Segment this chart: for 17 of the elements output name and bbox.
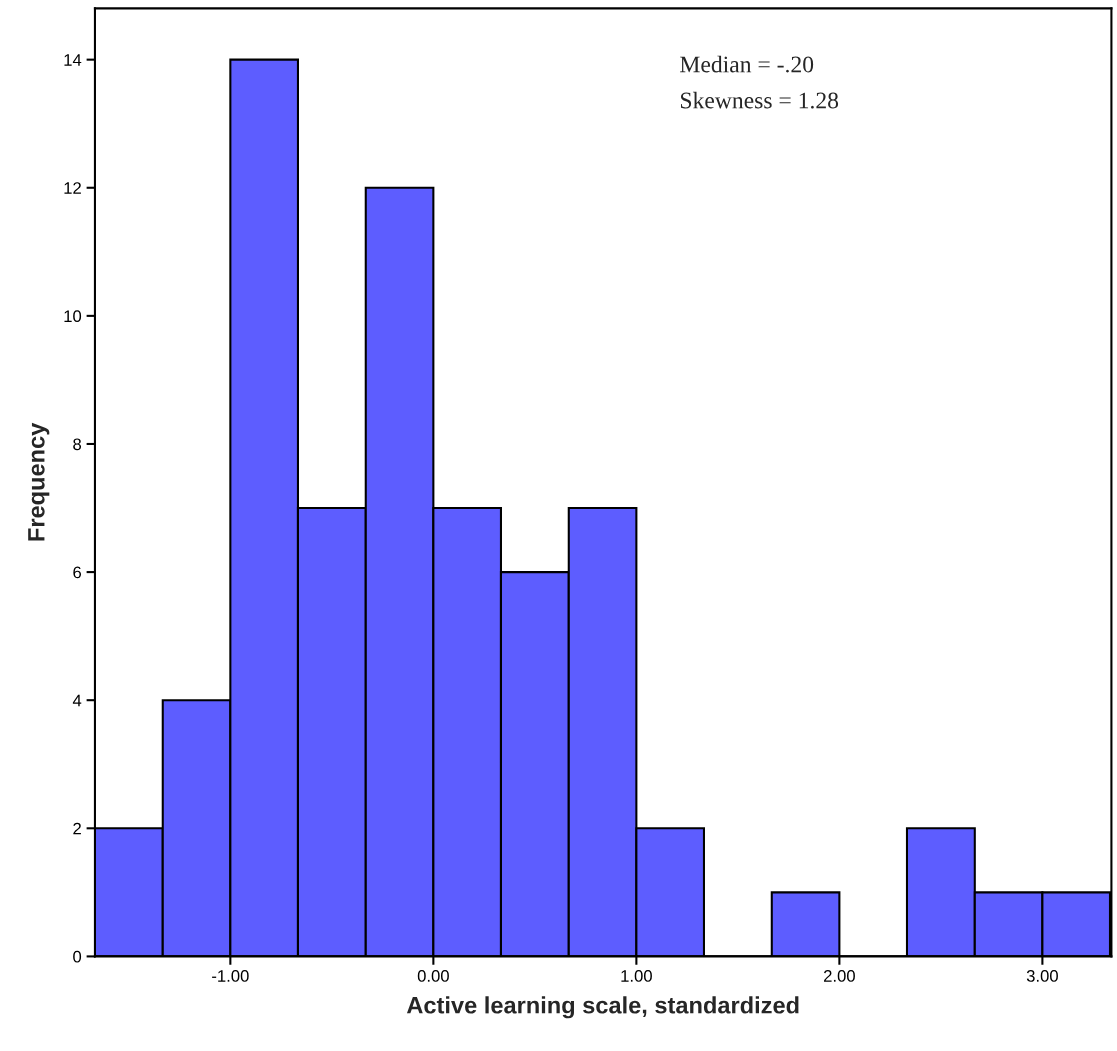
- y-tick-label: 12: [64, 182, 81, 194]
- annotation: Median = -.20: [680, 55, 814, 73]
- x-tick-label: 2.00: [824, 970, 855, 982]
- y-tick-label: 10: [64, 310, 82, 323]
- y-tick-label: 6: [73, 566, 82, 579]
- x-axis-title: Active learning scale, standardized: [406, 996, 799, 1019]
- y-axis-title: Frequency: [28, 422, 50, 541]
- x-tick-label: 1.00: [621, 970, 652, 982]
- x-tick-label: 0.00: [417, 970, 449, 982]
- y-tick-label: 8: [73, 438, 82, 451]
- y-tick-label: 4: [72, 694, 82, 707]
- y-tick-label: 2: [73, 822, 81, 835]
- y-tick-label: 0: [73, 950, 82, 963]
- annotation: Skewness = 1.28: [680, 91, 839, 109]
- x-tick-label: 3.00: [1026, 970, 1058, 982]
- x-tick-label: -1.00: [212, 970, 249, 982]
- y-tick-label: 14: [64, 54, 82, 66]
